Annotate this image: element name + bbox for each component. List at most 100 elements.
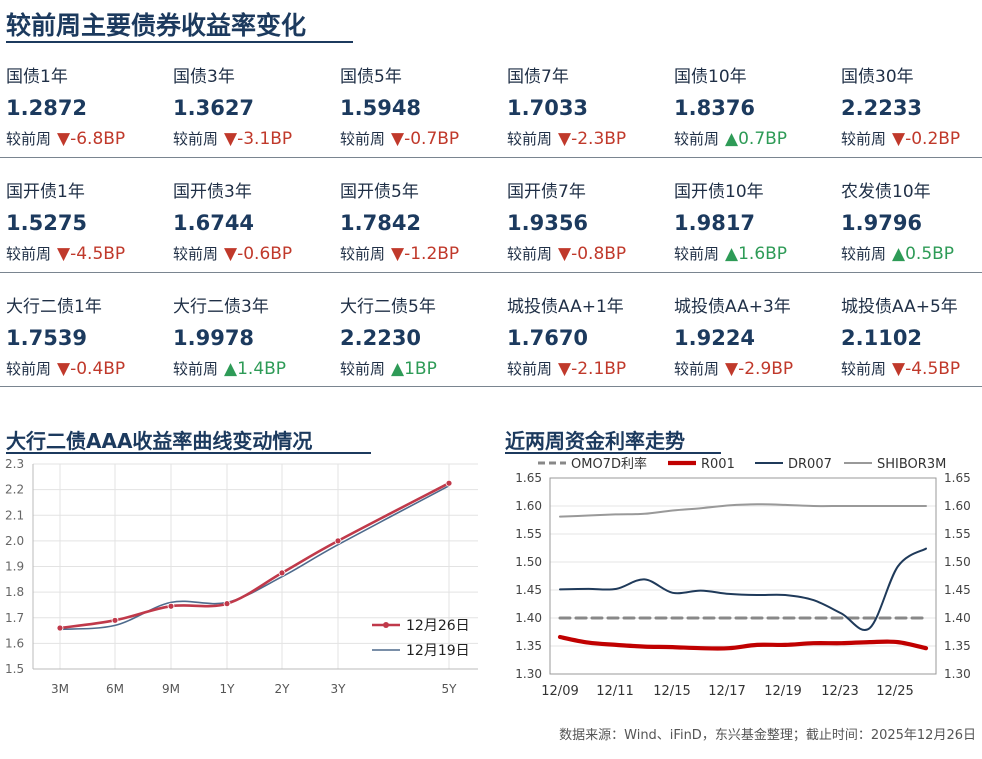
curve-chart-title: 大行二债AAA收益率曲线变动情况: [6, 429, 313, 453]
data-source-footer: 数据来源：Wind、iFinD，东兴基金整理；截止时间：2025年12月26日: [559, 728, 976, 743]
change-value: 0.7BP: [738, 129, 788, 149]
row-divider: [0, 272, 982, 273]
bond-name: 国开债5年: [340, 182, 419, 202]
down-arrow-icon: ▼: [558, 129, 572, 149]
weekly-change: 较前周 ▲0.5BP: [841, 243, 982, 264]
weekly-change: 较前周 ▼-4.5BP: [6, 243, 173, 264]
change-value: -6.8BP: [70, 129, 126, 149]
yield-value: 1.7670: [507, 326, 589, 350]
yield-value: 1.3627: [173, 96, 255, 120]
bond-name: 国开债1年: [6, 182, 85, 202]
curve-chart: 1.5 1.6 1.7 1.8 1.9 2.0 2.1 2.2 2.3 3M 6M 9M 1Y 2Y 3Y 5…: [5, 457, 478, 696]
yield-value: 1.8376: [674, 96, 756, 120]
yield-cell: 国开债7年 1.9356 较前周 ▼-0.8BP: [507, 177, 674, 264]
down-arrow-icon: ▼: [892, 359, 906, 379]
bond-name: 农发债10年: [841, 182, 931, 202]
bond-name: 国债7年: [507, 67, 569, 87]
x-tick-label: 1Y: [220, 682, 236, 696]
change-value: -4.5BP: [70, 244, 126, 264]
plot-frame: [549, 477, 937, 675]
change-prefix: 较前周: [841, 130, 887, 148]
change-prefix: 较前周: [674, 245, 720, 263]
change-value: -4.5BP: [905, 359, 961, 379]
bond-name: 城投债AA+3年: [674, 297, 791, 317]
y-tick-label: 1.5: [5, 662, 24, 676]
weekly-change: 较前周 ▼-0.7BP: [340, 128, 507, 149]
up-arrow-icon: ▲: [224, 359, 238, 379]
up-arrow-icon: ▲: [892, 244, 906, 264]
down-arrow-icon: ▼: [892, 129, 906, 149]
yield-value: 2.1102: [841, 326, 923, 350]
y-tick-label: 1.9: [5, 560, 24, 574]
change-value: 1BP: [404, 359, 437, 379]
yield-cell: 国债3年 1.3627 较前周 ▼-3.1BP: [173, 62, 340, 149]
change-prefix: 较前周: [841, 360, 887, 378]
y-tick-label: 2.2: [5, 483, 24, 497]
down-arrow-icon: ▼: [391, 129, 405, 149]
x-tick-label: 3M: [51, 682, 69, 696]
data-point: [223, 600, 231, 608]
change-prefix: 较前周: [507, 360, 553, 378]
y-tick-label-left: 1.55: [515, 527, 542, 541]
bond-name: 城投债AA+1年: [507, 297, 624, 317]
change-prefix: 较前周: [6, 360, 52, 378]
weekly-change: 较前周 ▲0.7BP: [674, 128, 841, 149]
money-rate-chart-title-underline: [505, 452, 721, 454]
yield-cell: 农发债10年 1.9796 较前周 ▲0.5BP: [841, 177, 982, 264]
y-tick-label-left: 1.60: [515, 499, 542, 513]
y-tick-label-right: 1.40: [944, 611, 971, 625]
yield-value: 1.7539: [6, 326, 88, 350]
weekly-change: 较前周 ▼-1.2BP: [340, 243, 507, 264]
change-value: -0.7BP: [404, 129, 460, 149]
change-value: -2.9BP: [738, 359, 794, 379]
yield-cell: 国开债5年 1.7842 较前周 ▼-1.2BP: [340, 177, 507, 264]
shibor3m-line: [559, 503, 927, 518]
data-point: [56, 624, 64, 632]
change-prefix: 较前周: [674, 360, 720, 378]
legend-label: R001: [701, 457, 735, 472]
y-tick-label-right: 1.45: [944, 583, 971, 597]
row-divider: [0, 386, 982, 387]
bond-name: 国债3年: [173, 67, 235, 87]
change-value: -2.3BP: [571, 129, 627, 149]
change-prefix: 较前周: [507, 130, 553, 148]
yield-cell: 国债1年 1.2872 较前周 ▼-6.8BP: [6, 62, 173, 149]
weekly-change: 较前周 ▲1.4BP: [173, 358, 340, 379]
weekly-change: 较前周 ▼-0.2BP: [841, 128, 982, 149]
change-value: -0.8BP: [571, 244, 627, 264]
weekly-change: 较前周 ▼-2.9BP: [674, 358, 841, 379]
bond-name: 国债1年: [6, 67, 68, 87]
change-value: 0.5BP: [905, 244, 955, 264]
row-divider: [0, 157, 982, 158]
series-line-dec19: [59, 485, 450, 631]
data-point: [111, 616, 119, 624]
weekly-change: 较前周 ▼-3.1BP: [173, 128, 340, 149]
down-arrow-icon: ▼: [57, 129, 71, 149]
weekly-change: 较前周 ▼-0.4BP: [6, 358, 173, 379]
y-tick-label-right: 1.50: [944, 555, 971, 569]
change-prefix: 较前周: [173, 245, 219, 263]
change-value: -2.1BP: [571, 359, 627, 379]
x-tick-label: 12/09: [541, 684, 578, 699]
yield-cell: 大行二债3年 1.9978 较前周 ▲1.4BP: [173, 292, 340, 379]
data-point: [445, 479, 453, 487]
legend-label: OMO7D利率: [571, 456, 647, 472]
change-prefix: 较前周: [173, 130, 219, 148]
yield-cell: 国开债10年 1.9817 较前周 ▲1.6BP: [674, 177, 841, 264]
yield-value: 1.6744: [173, 211, 255, 235]
bond-name: 大行二债1年: [6, 297, 102, 317]
weekly-change: 较前周 ▼-2.3BP: [507, 128, 674, 149]
legend-label: 12月26日: [406, 618, 470, 634]
change-prefix: 较前周: [6, 245, 52, 263]
y-tick-label: 2.3: [5, 457, 24, 471]
y-tick-label-right: 1.30: [944, 667, 971, 681]
change-value: 1.4BP: [237, 359, 287, 379]
title-underline: [6, 41, 353, 43]
x-tick-label: 12/15: [653, 684, 690, 699]
y-tick-label-left: 1.45: [515, 583, 542, 597]
x-tick-label: 3Y: [331, 682, 347, 696]
data-point: [278, 569, 286, 577]
up-arrow-icon: ▲: [391, 359, 405, 379]
yield-cell: 国债30年 2.2233 较前周 ▼-0.2BP: [841, 62, 982, 149]
down-arrow-icon: ▼: [57, 359, 71, 379]
